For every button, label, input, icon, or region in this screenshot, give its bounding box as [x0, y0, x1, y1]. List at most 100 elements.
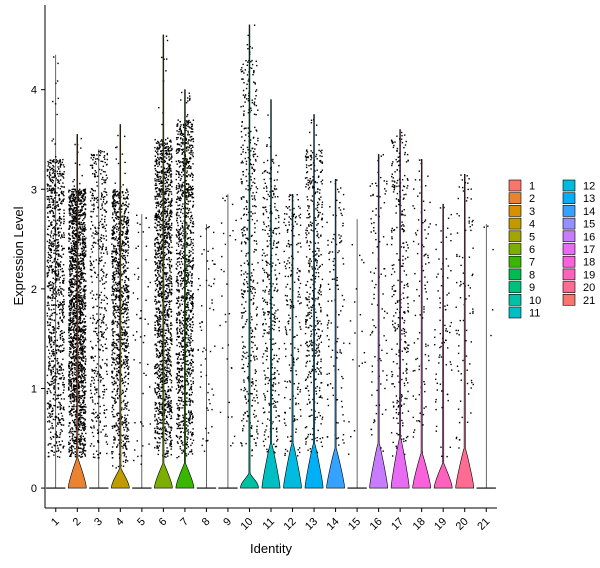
- data-point: [139, 336, 142, 338]
- data-point: [69, 381, 71, 383]
- data-point: [73, 275, 75, 277]
- data-point: [117, 387, 119, 390]
- data-point: [111, 342, 114, 344]
- data-point: [127, 291, 129, 294]
- data-point: [63, 338, 65, 341]
- data-point: [99, 239, 101, 241]
- data-point: [167, 319, 169, 321]
- data-point: [170, 426, 172, 428]
- data-point: [70, 248, 72, 250]
- data-point: [155, 227, 157, 229]
- data-point: [77, 441, 80, 443]
- data-point: [53, 382, 55, 384]
- data-point: [117, 465, 120, 468]
- data-point: [124, 329, 126, 331]
- data-point: [165, 437, 168, 440]
- data-point: [124, 236, 126, 238]
- data-point: [70, 348, 72, 350]
- data-point: [157, 290, 160, 292]
- data-point: [158, 309, 160, 311]
- data-point: [71, 362, 74, 365]
- data-point: [49, 340, 51, 343]
- data-point: [48, 247, 50, 249]
- data-point: [101, 359, 104, 361]
- data-point: [58, 279, 60, 281]
- data-point: [49, 436, 52, 439]
- data-point: [56, 372, 59, 374]
- data-point: [47, 402, 50, 404]
- data-point: [163, 272, 165, 275]
- data-point: [105, 370, 108, 373]
- data-point: [73, 260, 75, 262]
- data-point: [116, 295, 118, 298]
- data-point: [165, 201, 167, 204]
- data-point: [158, 180, 160, 182]
- data-point: [73, 442, 75, 444]
- data-point: [102, 275, 105, 277]
- data-point: [82, 330, 85, 332]
- data-point: [113, 205, 115, 207]
- data-point: [47, 228, 49, 230]
- data-point: [73, 405, 75, 408]
- data-point: [155, 158, 158, 161]
- data-point: [113, 347, 116, 349]
- data-point: [117, 339, 119, 341]
- data-point: [80, 423, 82, 425]
- data-point: [51, 281, 54, 284]
- data-point: [78, 405, 80, 407]
- data-point: [167, 389, 169, 391]
- data-point: [58, 235, 60, 237]
- data-point: [49, 260, 51, 262]
- data-point: [124, 321, 126, 323]
- data-point: [96, 233, 98, 236]
- data-point: [55, 161, 58, 163]
- data-point: [166, 280, 168, 282]
- data-point: [166, 380, 168, 382]
- data-point: [52, 235, 54, 237]
- data-point: [46, 174, 49, 177]
- data-point: [99, 339, 101, 341]
- data-point: [49, 318, 52, 321]
- data-point: [69, 410, 72, 412]
- data-point: [50, 355, 53, 357]
- data-point: [51, 378, 53, 380]
- data-point: [47, 274, 49, 276]
- data-point: [122, 255, 124, 257]
- data-point: [81, 359, 83, 361]
- data-point: [50, 248, 52, 251]
- data-point: [83, 445, 85, 447]
- data-point: [53, 173, 56, 175]
- data-point: [68, 221, 70, 224]
- data-point: [83, 194, 85, 196]
- data-point: [111, 350, 113, 352]
- data-point: [126, 364, 129, 367]
- data-point: [116, 306, 119, 308]
- data-point: [124, 255, 126, 257]
- data-point: [111, 229, 113, 231]
- data-point: [81, 390, 83, 392]
- data-point: [58, 419, 60, 421]
- data-point: [79, 192, 81, 195]
- data-point: [91, 427, 93, 429]
- data-point: [83, 253, 85, 255]
- data-point: [170, 380, 173, 382]
- data-point: [79, 292, 81, 294]
- data-point: [81, 196, 84, 198]
- data-point: [50, 370, 52, 373]
- data-point: [78, 369, 80, 372]
- data-point: [116, 347, 119, 349]
- data-point: [69, 302, 71, 304]
- data-point: [116, 305, 118, 307]
- data-point: [48, 428, 50, 430]
- data-point: [122, 322, 124, 324]
- data-point: [105, 441, 108, 443]
- data-point: [113, 259, 115, 261]
- data-point: [121, 424, 124, 426]
- data-point: [59, 403, 61, 406]
- data-point: [47, 324, 49, 327]
- data-point: [53, 289, 56, 291]
- data-point: [158, 383, 160, 386]
- data-point: [124, 270, 127, 272]
- data-point: [80, 406, 83, 409]
- data-point: [158, 221, 161, 223]
